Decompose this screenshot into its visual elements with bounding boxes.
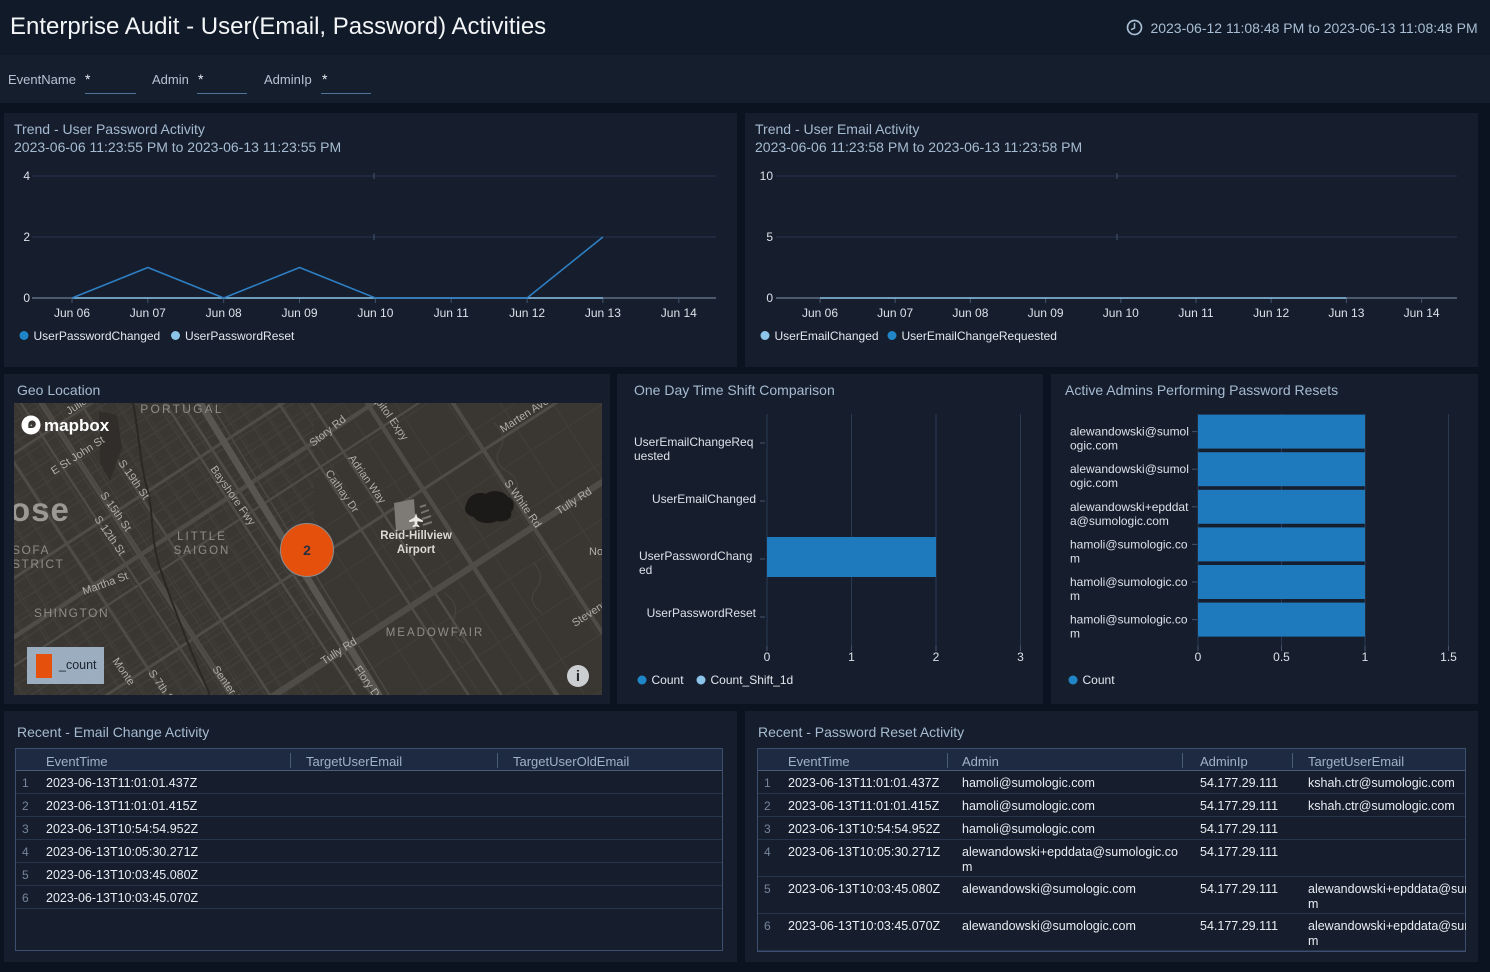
svg-text:Nor: Nor	[589, 546, 602, 558]
svg-text:SOFA: SOFA	[14, 543, 50, 557]
svg-text:MEADOWFAIR: MEADOWFAIR	[386, 627, 485, 639]
svg-text:2: 2	[303, 542, 311, 558]
svg-text:ogic.com: ogic.com	[1070, 476, 1118, 490]
svg-text:UserPasswordChanged: UserPasswordChanged	[34, 329, 161, 343]
svg-text:Airport: Airport	[397, 544, 436, 556]
svg-text:Jun 14: Jun 14	[661, 306, 697, 320]
svg-text:Jun 06: Jun 06	[54, 306, 90, 320]
svg-text:SAIGON: SAIGON	[174, 545, 231, 557]
svg-text:STRICT: STRICT	[14, 557, 64, 571]
svg-text:Jun 09: Jun 09	[1028, 306, 1064, 320]
svg-text:Jun 07: Jun 07	[130, 306, 166, 320]
svg-text:m: m	[1070, 551, 1080, 565]
svg-text:4: 4	[23, 169, 30, 183]
svg-text:Jun 09: Jun 09	[281, 306, 317, 320]
svg-text:1: 1	[848, 650, 855, 664]
svg-text:m: m	[1070, 589, 1080, 603]
svg-text:1: 1	[1362, 650, 1369, 664]
svg-text:uested: uested	[634, 449, 670, 463]
svg-text:i: i	[576, 668, 580, 685]
svg-text:UserPasswordChang: UserPasswordChang	[639, 549, 752, 563]
svg-text:UserEmailChanged: UserEmailChanged	[775, 329, 879, 343]
svg-text:Count: Count	[1083, 673, 1116, 687]
svg-text:3: 3	[1017, 650, 1024, 664]
svg-text:LITTLE: LITTLE	[177, 531, 227, 543]
svg-text:_count: _count	[58, 658, 97, 672]
svg-text:0: 0	[1195, 650, 1202, 664]
svg-text:2: 2	[933, 650, 940, 664]
svg-text:Jun 13: Jun 13	[1328, 306, 1364, 320]
svg-text:Jun 08: Jun 08	[952, 306, 988, 320]
svg-text:Jun 07: Jun 07	[877, 306, 913, 320]
svg-text:5: 5	[766, 230, 773, 244]
svg-text:mapbox: mapbox	[44, 416, 110, 435]
svg-text:0: 0	[23, 291, 30, 305]
svg-text:hamoli@sumologic.co: hamoli@sumologic.co	[1070, 613, 1188, 627]
svg-text:ogic.com: ogic.com	[1070, 439, 1118, 453]
svg-text:Count_Shift_1d: Count_Shift_1d	[711, 673, 794, 687]
svg-text:a@sumologic.com: a@sumologic.com	[1070, 514, 1169, 528]
svg-text:ose: ose	[14, 491, 70, 528]
svg-text:UserPasswordReset: UserPasswordReset	[185, 329, 295, 343]
svg-text:alewandowski+epddat: alewandowski+epddat	[1070, 500, 1189, 514]
svg-text:UserEmailChanged: UserEmailChanged	[652, 492, 756, 506]
svg-text:alewandowski@sumol: alewandowski@sumol	[1070, 462, 1189, 476]
svg-text:Jun 12: Jun 12	[509, 306, 545, 320]
svg-text:UserPasswordReset: UserPasswordReset	[647, 606, 757, 620]
svg-text:Jun 12: Jun 12	[1253, 306, 1289, 320]
svg-text:ed: ed	[639, 563, 652, 577]
svg-text:SHINGTON: SHINGTON	[34, 606, 109, 620]
svg-text:UserEmailChangeRequested: UserEmailChangeRequested	[902, 329, 1057, 343]
svg-text:PORTUGAL: PORTUGAL	[140, 403, 223, 416]
svg-text:Jun 11: Jun 11	[1178, 306, 1213, 320]
svg-text:Count: Count	[652, 673, 685, 687]
svg-text:10: 10	[760, 169, 774, 183]
svg-text:alewandowski@sumol: alewandowski@sumol	[1070, 425, 1189, 439]
svg-text:Reid-Hillview: Reid-Hillview	[380, 530, 452, 542]
svg-text:hamoli@sumologic.co: hamoli@sumologic.co	[1070, 575, 1188, 589]
svg-text:Jun 06: Jun 06	[802, 306, 838, 320]
svg-text:Jun 10: Jun 10	[357, 306, 393, 320]
svg-text:Jun 11: Jun 11	[434, 306, 469, 320]
svg-text:hamoli@sumologic.co: hamoli@sumologic.co	[1070, 537, 1188, 551]
svg-text:2: 2	[23, 230, 30, 244]
svg-text:Jun 10: Jun 10	[1103, 306, 1139, 320]
svg-text:UserEmailChangeReq: UserEmailChangeReq	[634, 435, 753, 449]
svg-text:m: m	[1070, 627, 1080, 641]
svg-text:0: 0	[764, 650, 771, 664]
svg-text:0: 0	[766, 291, 773, 305]
svg-text:Jun 13: Jun 13	[585, 306, 621, 320]
svg-text:1.5: 1.5	[1440, 650, 1457, 664]
svg-text:Jun 14: Jun 14	[1404, 306, 1440, 320]
svg-text:0.5: 0.5	[1273, 650, 1290, 664]
svg-text:Jun 08: Jun 08	[206, 306, 242, 320]
